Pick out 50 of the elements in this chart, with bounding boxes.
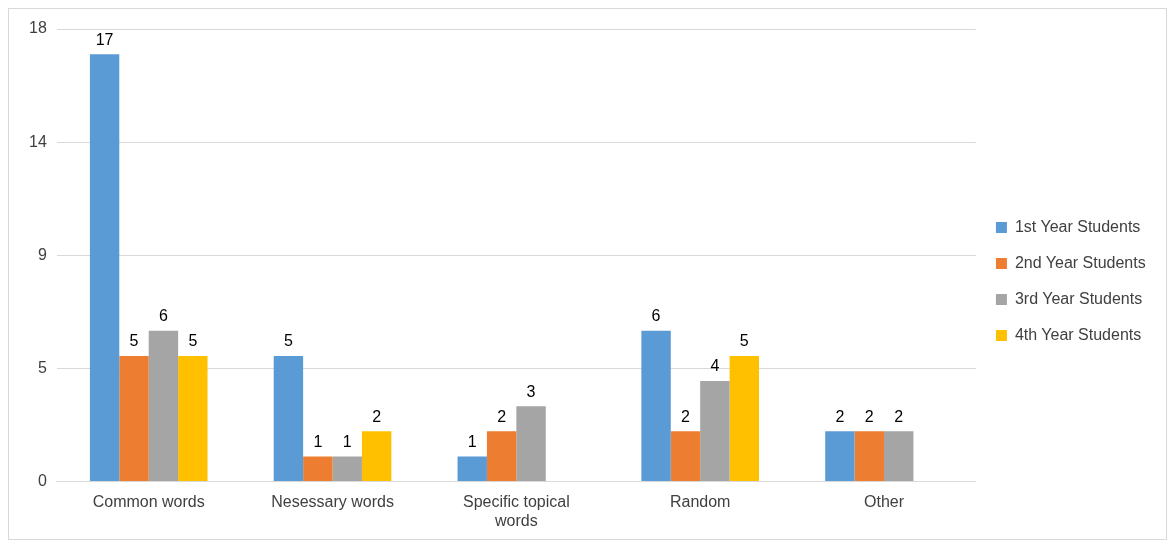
legend-label: 4th Year Students — [1014, 325, 1142, 343]
data-label: 5 — [739, 332, 749, 350]
data-label: 5 — [283, 332, 293, 350]
bar — [148, 330, 179, 482]
bar — [670, 431, 701, 482]
data-label: 2 — [681, 407, 691, 425]
legend-label: 2nd Year Students — [1014, 253, 1146, 271]
bar — [854, 431, 885, 482]
bar — [361, 431, 392, 482]
bar — [700, 381, 730, 482]
bar — [273, 355, 304, 482]
bar — [884, 431, 914, 482]
y-tick-label: 18 — [29, 19, 47, 37]
bar — [486, 431, 517, 482]
x-tick-label: Common words — [92, 492, 205, 510]
data-label: 1 — [342, 432, 352, 450]
data-label: 1 — [467, 432, 477, 450]
legend-label: 3rd Year Students — [1014, 289, 1143, 307]
data-label: 5 — [129, 332, 139, 350]
bar — [729, 355, 760, 482]
bar — [178, 355, 208, 482]
y-tick-label: 5 — [37, 358, 47, 376]
data-label: 2 — [864, 407, 874, 425]
data-label: 4 — [710, 357, 720, 375]
data-label: 2 — [835, 407, 845, 425]
data-label: 6 — [158, 307, 168, 325]
x-tick-label: Specific topical words — [463, 492, 570, 529]
data-label: 6 — [651, 307, 661, 325]
data-label: 2 — [894, 407, 904, 425]
data-label: 17 — [95, 30, 114, 48]
bar — [332, 456, 362, 482]
x-tick-label: Other — [864, 492, 905, 510]
data-label: 2 — [372, 407, 382, 425]
data-label: 3 — [526, 382, 536, 400]
y-tick-label: 9 — [37, 245, 47, 263]
bar — [457, 456, 487, 482]
data-label: 1 — [313, 432, 323, 450]
bar — [89, 54, 120, 482]
legend-label: 1st Year Students — [1014, 217, 1141, 235]
data-label: 2 — [497, 407, 507, 425]
x-tick-label: Nesessary words — [271, 492, 394, 510]
data-label: 5 — [188, 332, 198, 350]
y-tick-label: 14 — [29, 132, 47, 150]
bar — [825, 431, 855, 482]
y-tick-label: 0 — [37, 472, 47, 490]
x-tick-label: Random — [669, 492, 731, 510]
bar — [641, 330, 671, 482]
bar — [303, 456, 333, 482]
bar — [119, 355, 149, 482]
bar — [516, 406, 546, 482]
